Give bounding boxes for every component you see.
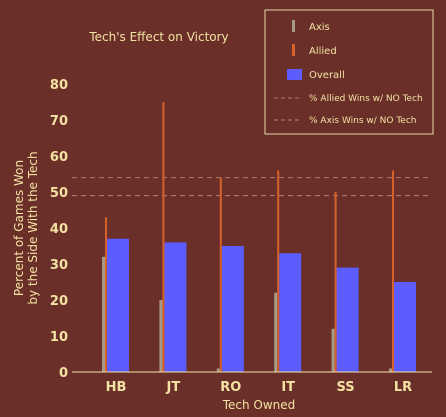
bar-allied — [277, 170, 280, 372]
bar-overall — [279, 253, 302, 372]
bar-allied — [219, 177, 222, 372]
y-tick-label: 40 — [50, 222, 68, 237]
legend-swatch — [292, 20, 295, 32]
y-tick-label: 0 — [59, 366, 68, 381]
x-tick-label: IT — [281, 380, 295, 395]
x-tick-label: HB — [106, 380, 127, 395]
x-tick-label: JT — [166, 380, 181, 395]
bar-allied — [105, 217, 107, 372]
x-axis-ticks: HB JT RO IT SS LR — [106, 380, 413, 395]
y-axis-label-line1: Percent of Games Won — [12, 160, 26, 296]
y-tick-label: 20 — [50, 294, 68, 309]
x-tick-label: LR — [394, 380, 412, 395]
reference-lines — [72, 177, 432, 197]
legend-label: Axis — [309, 22, 330, 33]
bars — [102, 102, 416, 372]
bar-overall — [164, 242, 187, 372]
bar-overall — [221, 246, 244, 372]
bar-axis — [274, 292, 278, 372]
chart-title: Tech's Effect on Victory — [88, 30, 228, 44]
y-tick-label: 60 — [50, 150, 68, 165]
y-tick-label: 10 — [50, 330, 68, 345]
bar-overall — [336, 267, 359, 372]
y-tick-label: 30 — [50, 258, 68, 273]
y-axis-label-line2: by the Side With the Tech — [26, 151, 40, 304]
bar-axis — [216, 368, 220, 372]
bar-overall — [394, 282, 416, 372]
bar-axis — [102, 256, 105, 372]
legend-label: Allied — [309, 46, 337, 57]
legend-label: Overall — [309, 70, 345, 81]
legend: Axis Allied Overall % Allied Wins w/ NO Tec… — [274, 20, 423, 126]
y-axis-ticks: 0 10 20 30 40 50 60 70 80 — [50, 78, 68, 381]
x-tick-label: SS — [337, 380, 355, 395]
legend-label: % Axis Wins w/ NO Tech — [309, 116, 417, 126]
x-axis-label: Tech Owned — [222, 398, 296, 412]
bar-allied — [162, 102, 165, 372]
legend-box — [264, 9, 434, 135]
bar-axis — [331, 328, 335, 372]
x-tick-label: RO — [220, 380, 241, 395]
legend-swatch — [287, 69, 302, 80]
bar-axis — [159, 300, 163, 372]
y-tick-label: 50 — [50, 186, 68, 201]
y-tick-label: 80 — [50, 78, 68, 93]
bar-allied — [392, 170, 394, 372]
bar-allied — [334, 192, 337, 372]
legend-swatch — [292, 44, 295, 56]
bar-overall — [107, 238, 129, 372]
y-tick-label: 70 — [50, 114, 68, 129]
bar-axis — [389, 368, 392, 372]
legend-label: % Allied Wins w/ NO Tech — [309, 94, 423, 104]
